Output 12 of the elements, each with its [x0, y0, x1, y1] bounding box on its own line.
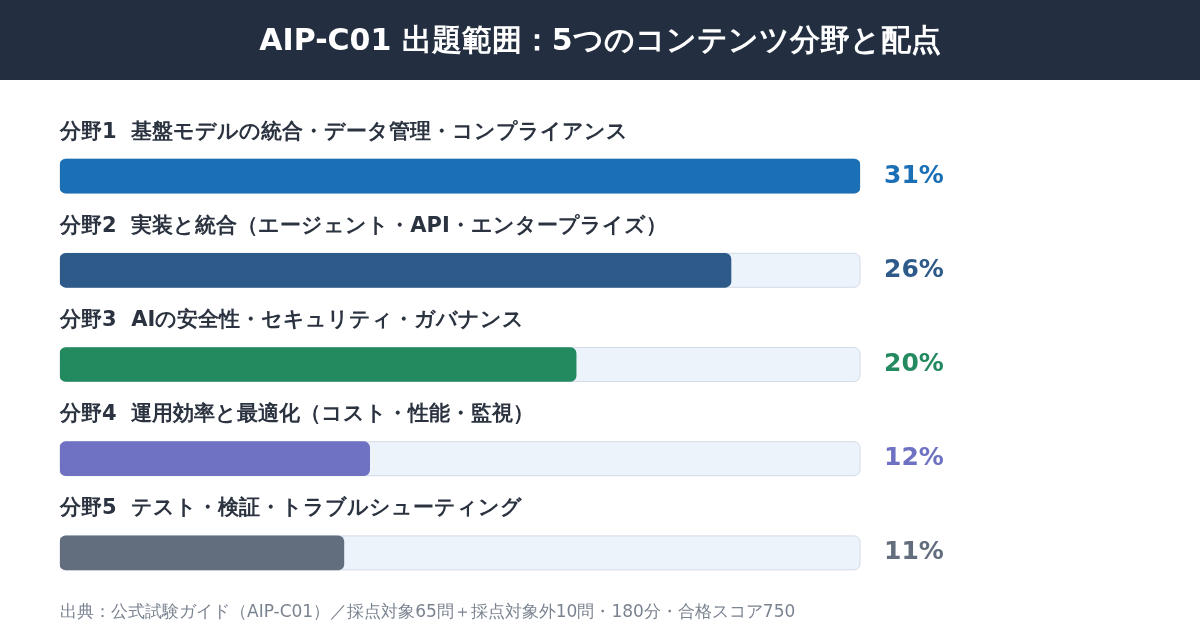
data-label: 12%	[884, 442, 944, 472]
y-tick-label: 分野1 基盤モデルの統合・データ管理・コンプライアンス	[59, 118, 629, 143]
data-label: 26%	[884, 253, 944, 283]
data-label: 11%	[884, 536, 944, 566]
data-label: 31%	[884, 159, 944, 189]
y-tick-label: 分野3 AIの安全性・セキュリティ・ガバナンス	[59, 306, 525, 331]
y-tick-label: 分野2 実装と統合（エージェント・API・エンタープライズ）	[59, 212, 667, 237]
y-tick-label: 分野5 テスト・検証・トラブルシューティング	[59, 495, 523, 520]
y-tick-label: 分野4 運用効率と最適化（コスト・性能・監視）	[59, 401, 535, 426]
data-label: 20%	[884, 348, 944, 377]
source-note: 出典：公式試験ガイド（AIP-C01）／採点対象65問＋採点対象外10問・180分・合格スコア750	[60, 600, 796, 623]
chart-title: AIP-C01 出題範囲：5つのコンテンツ分野と配点	[0, 0, 1200, 80]
